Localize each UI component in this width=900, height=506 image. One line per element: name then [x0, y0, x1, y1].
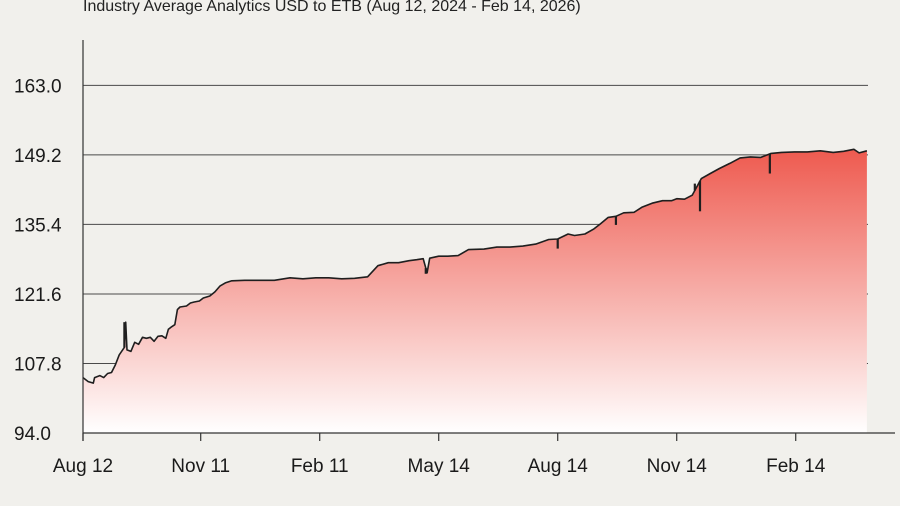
spike-marks: [123, 153, 771, 348]
x-tick-label: Nov 14: [647, 456, 708, 477]
y-tick-label: 121.6: [14, 285, 62, 306]
y-tick-labels: 94.0 107.8 121.6 135.4 149.2 163.0: [14, 76, 62, 445]
x-tick-label: Feb 11: [291, 456, 349, 477]
y-tick-label: 163.0: [14, 76, 62, 97]
y-tick-label: 135.4: [14, 215, 62, 236]
price-line: [82, 148, 868, 384]
x-tick-label: Aug 12: [53, 456, 113, 477]
x-tick-label: May 14: [408, 456, 471, 477]
y-tick-label: 94.0: [14, 424, 51, 445]
x-tick-label: Aug 14: [528, 456, 589, 477]
chart-title: Industry Average Analytics USD to ETB (A…: [83, 0, 581, 15]
y-tick-label: 107.8: [14, 354, 62, 375]
x-tick-label: Feb 14: [766, 456, 826, 477]
area-fill: [83, 149, 867, 434]
x-tick-label: Nov 11: [171, 456, 230, 477]
y-tick-label: 149.2: [14, 146, 62, 167]
x-tick-labels: Aug 12 Nov 11 Feb 11 May 14 Aug 14 Nov 14 Feb …: [53, 433, 826, 477]
